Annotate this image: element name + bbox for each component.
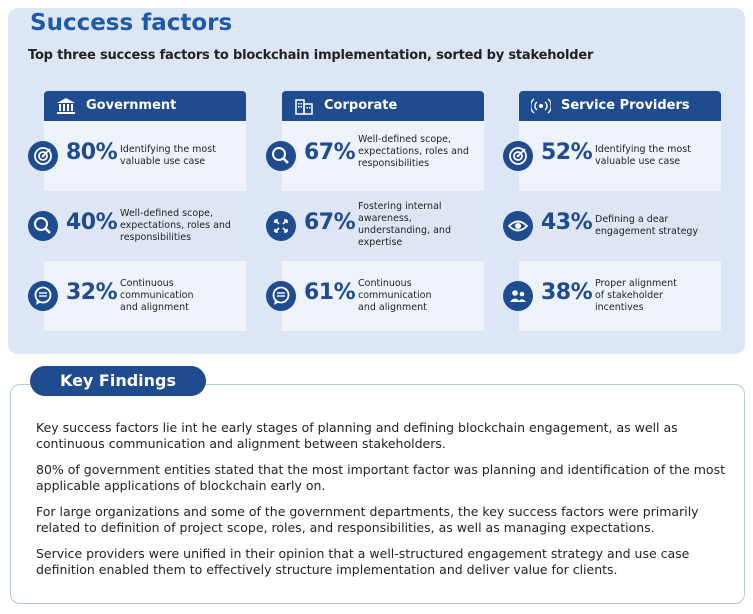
factor-percent: 32% xyxy=(66,280,118,305)
factor-row: 43% Defining a dear engagement strategy xyxy=(503,191,721,261)
chat-bubble-icon xyxy=(28,281,58,311)
office-buildings-icon xyxy=(294,97,314,115)
factor-description: Identifying the most valuable use case xyxy=(595,144,691,167)
column-header: Government xyxy=(44,91,246,121)
people-group-icon xyxy=(503,281,533,311)
page-subtitle: Top three success factors to blockchain … xyxy=(28,48,594,63)
expand-arrows-icon xyxy=(266,211,296,241)
factor-percent: 52% xyxy=(541,140,593,165)
finding-paragraph: Service providers were unified in their … xyxy=(36,546,690,577)
factor-description: Identifying the most valuable use case xyxy=(120,144,216,167)
factor-description: Well-defined scope, expectations, roles … xyxy=(120,208,231,243)
finding-paragraph: Key success factors lie int he early sta… xyxy=(36,420,678,451)
factor-description: Well-defined scope, expectations, roles … xyxy=(358,134,469,169)
column-government: Government 80% Identifying the most valu… xyxy=(28,91,246,338)
factor-row: 52% Identifying the most valuable use ca… xyxy=(503,121,721,191)
column-label: Service Providers xyxy=(561,98,690,113)
factor-row: 80% Identifying the most valuable use ca… xyxy=(28,121,246,191)
factor-description: Defining a dear engagement strategy xyxy=(595,214,699,237)
column-corporate: Corporate 67% Well-defined scope, expect… xyxy=(266,91,484,338)
magnifier-icon xyxy=(28,211,58,241)
factor-description: Proper alignment of stakeholder incentiv… xyxy=(595,278,677,313)
column-service-providers: Service Providers 52% Identifying the mo… xyxy=(503,91,721,338)
page-title: Success factors xyxy=(30,10,233,36)
factor-percent: 80% xyxy=(66,140,118,165)
column-label: Government xyxy=(86,98,177,113)
factor-percent: 67% xyxy=(304,210,356,235)
factor-percent: 43% xyxy=(541,210,593,235)
magnifier-icon xyxy=(266,141,296,171)
key-findings-label: Key Findings xyxy=(30,366,206,396)
success-factors-panel: Success factors Top three success factor… xyxy=(8,8,745,354)
target-icon xyxy=(28,141,58,171)
finding-paragraph: 80% of government entities stated that t… xyxy=(36,462,725,493)
factor-description: Fostering internal awareness, understand… xyxy=(358,201,451,248)
factor-percent: 38% xyxy=(541,280,593,305)
factor-percent: 61% xyxy=(304,280,356,305)
factor-row: 32% Continuous communication and alignme… xyxy=(28,261,246,331)
factor-description: Continuous communication and alignment xyxy=(358,278,432,313)
government-building-icon xyxy=(56,97,76,115)
column-header: Service Providers xyxy=(519,91,721,121)
factor-row: 67% Well-defined scope, expectations, ro… xyxy=(266,121,484,191)
column-header: Corporate xyxy=(282,91,484,121)
factor-row: 40% Well-defined scope, expectations, ro… xyxy=(28,191,246,261)
factor-percent: 40% xyxy=(66,210,118,235)
finding-paragraph: For large organizations and some of the … xyxy=(36,504,699,535)
broadcast-signal-icon xyxy=(530,97,552,115)
factor-percent: 67% xyxy=(304,140,356,165)
column-label: Corporate xyxy=(324,98,398,113)
key-findings-text: Key success factors lie int he early sta… xyxy=(36,420,726,588)
factor-row: 61% Continuous communication and alignme… xyxy=(266,261,484,331)
factor-description: Continuous communication and alignment xyxy=(120,278,194,313)
target-icon xyxy=(503,141,533,171)
chat-bubble-icon xyxy=(266,281,296,311)
factor-row: 38% Proper alignment of stakeholder ince… xyxy=(503,261,721,331)
eye-icon xyxy=(503,211,533,241)
key-findings-box xyxy=(10,384,745,604)
factor-row: 67% Fostering internal awareness, unders… xyxy=(266,191,484,261)
